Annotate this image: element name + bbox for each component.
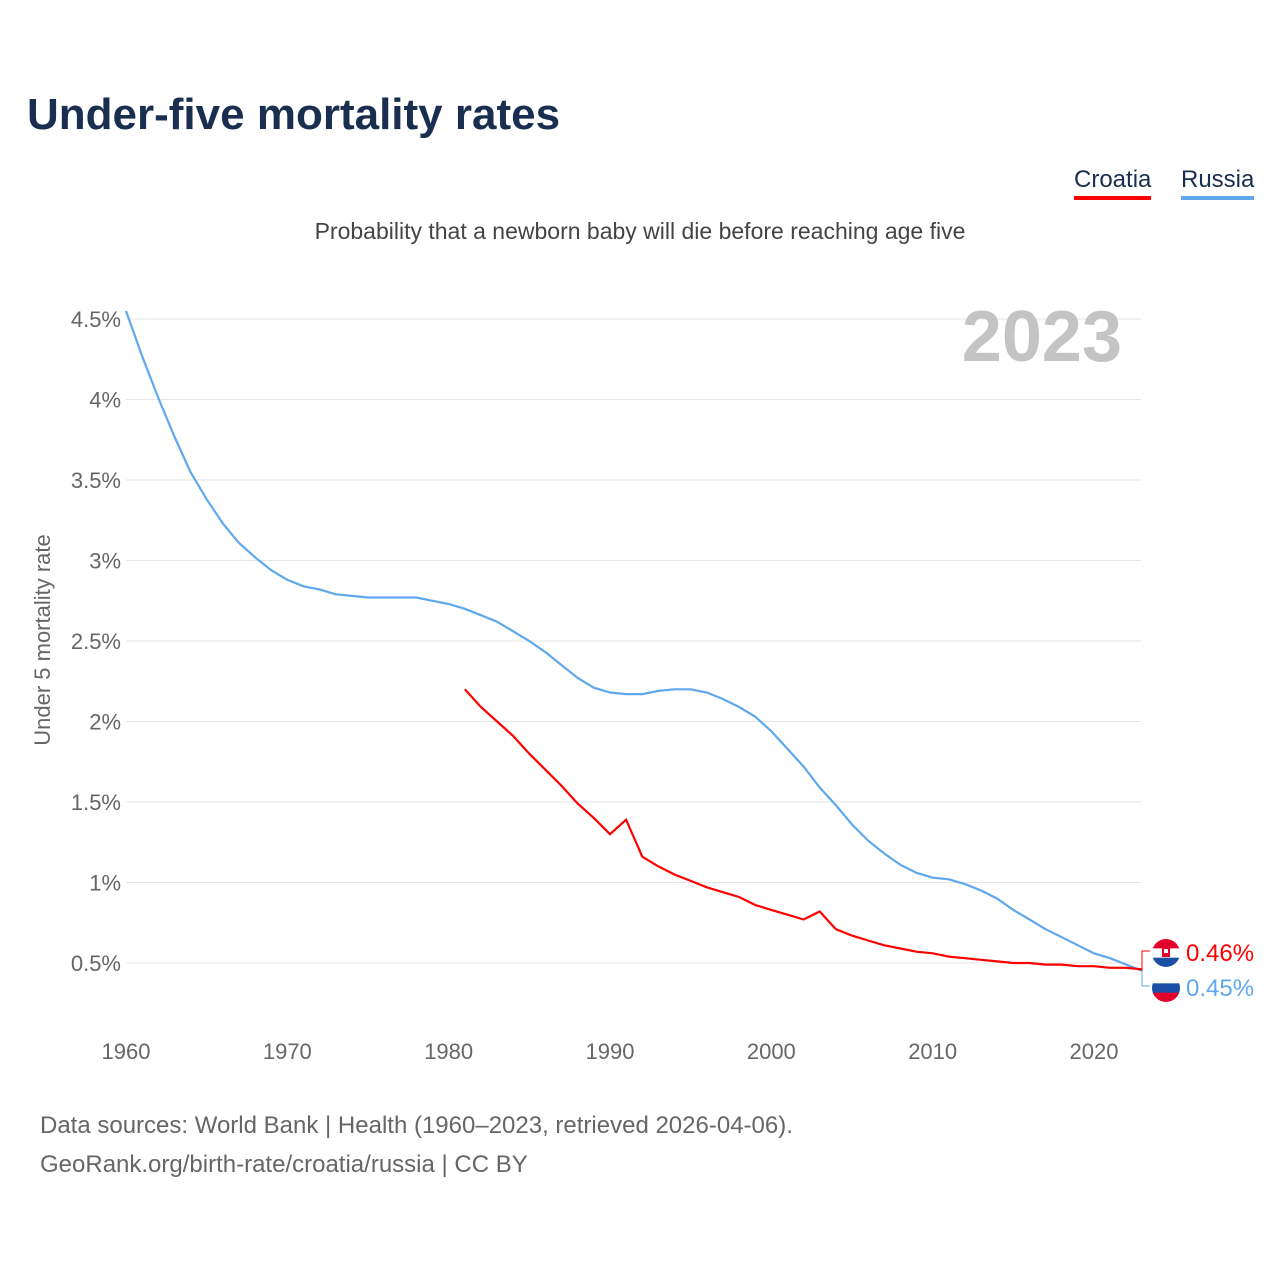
flag-stripe [1152, 974, 1180, 984]
x-tick-label: 1970 [263, 1039, 312, 1064]
series-line-croatia [463, 688, 1143, 971]
x-tick-label: 2020 [1070, 1039, 1119, 1064]
series-line-russia [124, 310, 1143, 973]
y-tick-label: 3.5% [71, 468, 121, 493]
label-connector [1141, 950, 1150, 970]
legend-russia[interactable]: Russia [1181, 166, 1255, 200]
y-axis-label: Under 5 mortality rate [30, 534, 55, 746]
y-tick-label: 3% [89, 549, 121, 574]
legend-croatia[interactable]: Croatia [1074, 166, 1152, 200]
x-tick-label: 2000 [747, 1039, 796, 1064]
y-tick-label: 2% [89, 710, 121, 735]
end-value-label: 0.46% [1186, 940, 1254, 967]
flag-stripe [1152, 939, 1180, 949]
flag-stripe [1152, 983, 1180, 994]
end-value-label: 0.45% [1186, 975, 1254, 1002]
x-tick-label: 2010 [908, 1039, 957, 1064]
x-tick-label: 1990 [586, 1039, 635, 1064]
source-link[interactable]: GeoRank.org/birth-rate/croatia/russia | … [40, 1151, 528, 1178]
chart-title: Under-five mortality rates [27, 90, 561, 139]
flag-stripe [1152, 992, 1180, 1002]
chart-subtitle: Probability that a newborn baby will die… [314, 218, 966, 244]
label-connector [1141, 970, 1150, 987]
y-tick-label: 2.5% [71, 629, 121, 654]
y-tick-label: 4% [89, 388, 121, 413]
footer: Data sources: World Bank | Health (1960–… [40, 1106, 793, 1184]
y-tick-label: 4.5% [71, 307, 121, 332]
flag-stripe [1152, 957, 1180, 967]
data-source: Data sources: World Bank | Health (1960–… [40, 1112, 793, 1139]
year-label: 2023 [962, 297, 1122, 377]
x-tick-label: 1980 [424, 1039, 473, 1064]
x-tick-label: 1960 [102, 1039, 151, 1064]
y-tick-label: 0.5% [71, 951, 121, 976]
y-tick-label: 1% [89, 871, 121, 896]
y-tick-label: 1.5% [71, 790, 121, 815]
flag-checker [1164, 949, 1168, 953]
